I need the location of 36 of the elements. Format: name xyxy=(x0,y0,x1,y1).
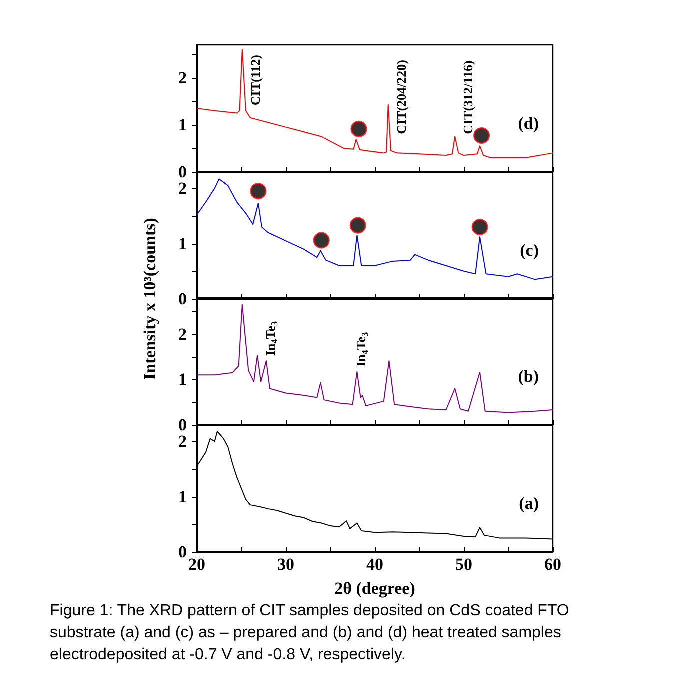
line-series xyxy=(196,49,554,158)
point xyxy=(472,218,488,236)
annotation: (d) xyxy=(518,114,539,134)
annotation: CIT(204/220) xyxy=(394,60,409,134)
annotation: CIT(112) xyxy=(248,55,263,106)
y-tick-label: 2 xyxy=(178,324,187,344)
annotation: In4Te3 xyxy=(262,321,280,356)
y-tick-label: 1 xyxy=(178,234,187,254)
x-tick-label: 20 xyxy=(188,555,206,574)
y-tick-label: 1 xyxy=(178,487,187,506)
y-tick-label: 2 xyxy=(178,179,187,198)
y-tick-label: 0 xyxy=(178,416,187,434)
line-series xyxy=(196,178,554,280)
line-series xyxy=(196,304,554,414)
point xyxy=(313,232,330,249)
y-tick-label: 0 xyxy=(178,542,187,562)
y-axis-title: Intensity x 10³(counts) xyxy=(140,218,160,380)
x-tick-label: 30 xyxy=(278,555,294,574)
annotation: In4Te3 xyxy=(354,332,370,367)
point xyxy=(250,183,267,200)
y-tick-label: 1 xyxy=(178,115,187,134)
annotation: CIT(312/116) xyxy=(460,60,476,134)
y-tick-label: 0 xyxy=(178,162,187,182)
y-tick-label: 2 xyxy=(178,432,187,452)
x-tick-label: 60 xyxy=(544,555,562,574)
caption: Figure 1: The XRD pattern of CIT samples deposited on CdS coated FTO substrate (a) and (c) as – prepared and (b) and (d) heat treated samples electrodeposited at -0.7 V and -0.8 V, respectively. xyxy=(50,602,574,664)
x-axis-title: 2θ (degree) xyxy=(334,579,416,598)
y-tick-label: 2 xyxy=(178,68,187,88)
x-tick-label: 50 xyxy=(456,555,472,574)
y-tick-label: 1 xyxy=(178,370,187,390)
x-tick-label: 40 xyxy=(366,555,384,574)
annotation: (c) xyxy=(520,241,539,260)
annotation: (b) xyxy=(518,367,539,386)
point xyxy=(350,217,366,234)
annotation: (a) xyxy=(519,494,539,514)
y-tick-label: 0 xyxy=(178,290,187,308)
